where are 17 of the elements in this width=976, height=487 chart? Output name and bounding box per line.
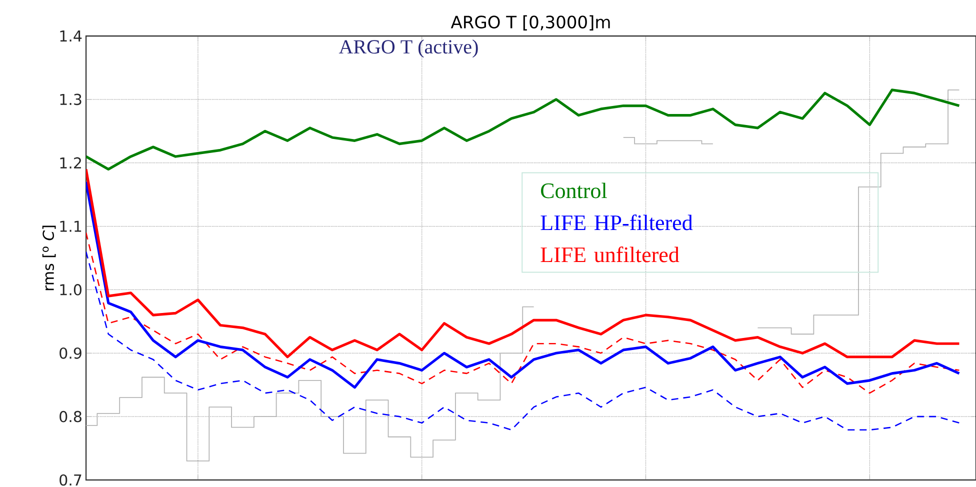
text: LIFE HP-filtered (540, 214, 693, 230)
y-tick-label: 1.1 (60, 220, 82, 232)
y-tick-label: 1.2 (60, 157, 81, 168)
line-series (86, 180, 961, 389)
y-tick-label: 0.9 (60, 347, 82, 359)
y-tick-label: 1.0 (60, 284, 82, 296)
annotation: ARGO T (active) (338, 40, 478, 58)
chart-title: ARGO T [0,3000]m (450, 15, 610, 30)
y-tick-label: 1.4 (60, 30, 82, 42)
y-tick-label: 1.3 (60, 94, 82, 106)
line-series (86, 88, 961, 170)
line-series (86, 232, 960, 394)
text: LIFE unfiltered (540, 246, 680, 262)
y-axis-title: rms [$^{o}$ C] (42, 226, 56, 290)
y-tick-label: 0.7 (60, 474, 82, 486)
text: Control (541, 182, 607, 198)
y-tick-label: 0.8 (60, 410, 82, 422)
